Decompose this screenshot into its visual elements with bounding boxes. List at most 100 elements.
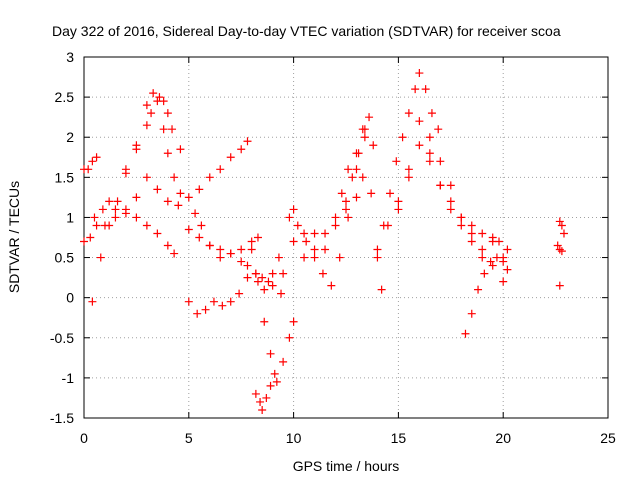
- y-tick-label: -1.5: [50, 410, 74, 426]
- data-point-marker: [352, 193, 361, 202]
- data-point-marker: [555, 217, 564, 226]
- data-point-marker: [105, 197, 114, 206]
- data-point-marker: [358, 125, 367, 134]
- data-point-marker: [488, 261, 497, 270]
- data-point-marker: [132, 141, 141, 150]
- data-point-marker: [398, 133, 407, 142]
- data-point-marker: [201, 305, 210, 314]
- y-tick-label: 3: [66, 49, 74, 65]
- data-point-marker: [360, 133, 369, 142]
- data-point-marker: [293, 221, 302, 230]
- data-point-marker: [446, 181, 455, 190]
- data-point-marker: [386, 189, 395, 198]
- data-point-marker: [365, 113, 374, 122]
- data-point-marker: [174, 201, 183, 210]
- series-track-17: [394, 117, 508, 262]
- data-point-marker: [191, 209, 200, 218]
- data-point-marker: [247, 237, 256, 246]
- data-point-marker: [205, 241, 214, 250]
- data-point-marker: [394, 205, 403, 214]
- data-point-marker: [555, 245, 564, 254]
- data-point-marker: [205, 173, 214, 182]
- data-point-marker: [195, 233, 204, 242]
- data-point-marker: [113, 197, 122, 206]
- data-point-marker: [457, 221, 466, 230]
- data-point-marker: [480, 269, 489, 278]
- data-point-marker: [258, 273, 267, 282]
- data-point-marker: [170, 249, 179, 258]
- data-point-marker: [88, 297, 97, 306]
- data-point-marker: [279, 269, 288, 278]
- data-point-marker: [218, 301, 227, 310]
- data-point-marker: [195, 185, 204, 194]
- data-point-marker: [88, 157, 97, 166]
- data-point-marker: [251, 269, 260, 278]
- series-track-21: [553, 241, 566, 256]
- data-points: [80, 69, 568, 414]
- data-point-marker: [499, 277, 508, 286]
- data-point-marker: [425, 149, 434, 158]
- y-tick-label: 0.5: [55, 250, 75, 266]
- data-point-marker: [318, 269, 327, 278]
- data-point-marker: [344, 213, 353, 222]
- data-point-marker: [163, 109, 172, 118]
- y-tick-label: 2.5: [55, 89, 75, 105]
- data-point-marker: [163, 149, 172, 158]
- x-tick-label: 10: [286, 430, 302, 446]
- series-track-14: [342, 133, 386, 294]
- data-point-marker: [149, 89, 158, 98]
- data-point-marker: [285, 333, 294, 342]
- x-tick-labels: 0 5 10 15 20 25: [80, 430, 616, 446]
- data-point-marker: [337, 189, 346, 198]
- data-point-marker: [421, 85, 430, 94]
- data-point-marker: [367, 189, 376, 198]
- data-point-marker: [274, 253, 283, 262]
- data-point-marker: [253, 277, 262, 286]
- data-point-marker: [258, 405, 267, 414]
- series-track-19: [461, 253, 512, 338]
- data-point-marker: [96, 253, 105, 262]
- data-point-marker: [272, 377, 281, 386]
- data-point-marker: [159, 97, 168, 106]
- data-point-marker: [488, 233, 497, 242]
- data-point-marker: [331, 221, 340, 230]
- data-point-marker: [184, 193, 193, 202]
- data-point-marker: [163, 241, 172, 250]
- series-track-20: [555, 217, 568, 238]
- data-point-marker: [392, 157, 401, 166]
- y-tick-label: 1: [66, 209, 74, 225]
- data-point-marker: [111, 205, 120, 214]
- data-point-marker: [243, 137, 252, 146]
- series-track-12: [285, 125, 378, 290]
- data-point-marker: [193, 309, 202, 318]
- data-point-marker: [243, 273, 252, 282]
- data-point-marker: [289, 237, 298, 246]
- data-point-marker: [142, 101, 151, 110]
- data-point-marker: [176, 189, 185, 198]
- data-point-marker: [90, 213, 99, 222]
- series-track-4: [121, 89, 185, 174]
- axis-ticks: [83, 56, 609, 419]
- data-point-marker: [415, 117, 424, 126]
- data-point-marker: [394, 197, 403, 206]
- data-point-marker: [266, 381, 275, 390]
- x-tick-label: 25: [600, 430, 616, 446]
- data-point-marker: [132, 213, 141, 222]
- data-point-marker: [503, 245, 512, 254]
- series-track-16: [383, 141, 508, 286]
- data-point-marker: [260, 317, 269, 326]
- data-point-marker: [415, 141, 424, 150]
- data-point-marker: [467, 237, 476, 246]
- series-track-10: [251, 369, 279, 414]
- data-point-marker: [237, 245, 246, 254]
- data-point-marker: [155, 93, 164, 102]
- data-point-marker: [184, 297, 193, 306]
- data-point-marker: [256, 397, 265, 406]
- data-point-marker: [251, 389, 260, 398]
- data-point-marker: [176, 145, 185, 154]
- chart-title: Day 322 of 2016, Sidereal Day-to-day VTE…: [52, 23, 561, 39]
- data-point-marker: [262, 393, 271, 402]
- series-track-6: [184, 253, 283, 318]
- data-point-marker: [237, 145, 246, 154]
- series-track-8: [191, 209, 262, 262]
